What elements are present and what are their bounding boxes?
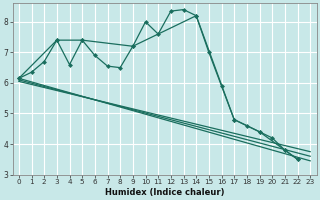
X-axis label: Humidex (Indice chaleur): Humidex (Indice chaleur) [105,188,224,197]
